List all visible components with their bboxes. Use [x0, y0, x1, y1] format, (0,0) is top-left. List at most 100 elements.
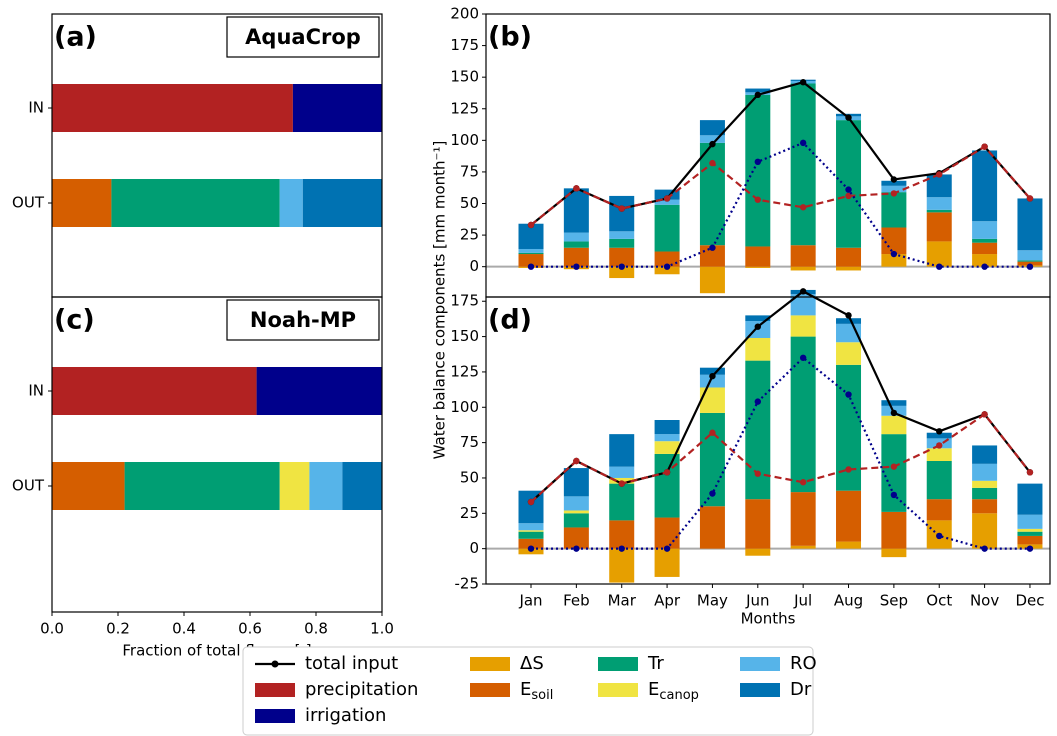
- bar-segment: [518, 530, 544, 532]
- line-marker: [799, 79, 807, 86]
- category-label: OUT: [12, 477, 45, 495]
- bar-segment: [745, 338, 771, 361]
- y-tick-label: 75: [460, 433, 479, 451]
- bar-segment: [926, 241, 952, 267]
- model-name: AquaCrop: [245, 25, 361, 49]
- bar-segment: [745, 88, 771, 93]
- line-marker: [573, 185, 580, 192]
- line-marker: [936, 171, 943, 178]
- line-marker: [1026, 469, 1034, 476]
- bar-segment: [745, 499, 771, 549]
- bar-segment: [972, 150, 998, 222]
- bar-segment: [654, 434, 680, 442]
- line-marker: [663, 469, 671, 476]
- bar-segment: [745, 315, 771, 322]
- bar-segment: [1017, 483, 1043, 515]
- line-marker: [1026, 195, 1034, 202]
- bar-segment: [881, 511, 907, 549]
- line-marker: [981, 263, 988, 270]
- bar-segment: [836, 318, 862, 324]
- x-tick-label: Nov: [970, 592, 999, 610]
- bar-segment: [609, 238, 635, 248]
- line-marker: [981, 545, 988, 552]
- line-marker: [981, 143, 988, 150]
- line-marker: [754, 323, 761, 330]
- bar-segment: [836, 247, 862, 267]
- y-tick-label: 0: [469, 257, 479, 275]
- bar-segment: [1017, 250, 1043, 261]
- bar-segment: [926, 197, 952, 210]
- line-marker: [1026, 545, 1034, 552]
- bar-segment: [881, 415, 907, 435]
- bar-segment: [292, 84, 382, 132]
- bar-segment: [790, 336, 816, 493]
- line-marker: [890, 190, 898, 197]
- bar-segment: [52, 367, 257, 415]
- bar-segment: [881, 254, 907, 267]
- bar-segment: [609, 434, 635, 467]
- bar-segment: [836, 541, 862, 549]
- line-marker: [845, 312, 852, 319]
- bar-segment: [790, 545, 816, 549]
- line: [530, 81, 1031, 226]
- bar-segment: [745, 94, 771, 247]
- bar-segment: [563, 527, 589, 549]
- line-marker: [573, 545, 580, 552]
- bar-segment: [518, 531, 544, 539]
- bar-segment: [699, 367, 725, 375]
- bar-segment: [609, 520, 635, 549]
- legend-label: Ecanop: [648, 679, 699, 703]
- bar-segment: [518, 538, 544, 549]
- x-tick-label: Jul: [793, 592, 812, 610]
- bar-segment: [972, 463, 998, 481]
- legend-swatch: [470, 657, 510, 671]
- bar-segment: [926, 209, 952, 213]
- legend-label: Dr: [790, 679, 812, 700]
- bar-segment: [654, 199, 680, 205]
- bar-segment: [699, 266, 725, 294]
- bar-segment: [563, 232, 589, 242]
- y-tick-label: 25: [460, 504, 479, 522]
- bar-segment: [609, 266, 635, 279]
- line-marker: [527, 221, 535, 229]
- line-marker: [890, 250, 898, 258]
- legend-label: Esoil: [520, 679, 553, 703]
- bar-segment: [52, 179, 112, 227]
- x-tick-label: Apr: [654, 592, 681, 610]
- y-tick-label: 175: [450, 36, 479, 54]
- bar-segment: [790, 245, 816, 267]
- bar-segment: [563, 496, 589, 511]
- bar-segment: [699, 374, 725, 388]
- bar-segment: [518, 248, 544, 253]
- line-marker: [845, 466, 852, 473]
- x-tick-label: 0.2: [106, 620, 130, 638]
- bar-segment: [518, 490, 544, 524]
- y-tick-label: 25: [460, 226, 479, 244]
- x-tick-label: Sep: [880, 592, 908, 610]
- y-tick-label: 100: [450, 398, 479, 416]
- bar-segment: [699, 506, 725, 549]
- line-marker: [527, 263, 535, 270]
- bar-segment: [926, 174, 952, 198]
- category-label: IN: [28, 382, 44, 400]
- line-marker: [799, 139, 807, 147]
- bar-segment: [972, 445, 998, 464]
- bar-segment: [881, 180, 907, 186]
- bar-segment: [972, 242, 998, 255]
- bar-segment: [699, 245, 725, 267]
- line-marker: [936, 263, 943, 270]
- line-marker: [527, 545, 535, 552]
- line-marker: [845, 391, 852, 398]
- bar-segment: [609, 231, 635, 239]
- bar-segment: [609, 466, 635, 478]
- axes-frame: [51, 296, 383, 613]
- bar-segment: [881, 400, 907, 406]
- bar-segment: [745, 548, 771, 556]
- y-tick-label: 150: [450, 327, 479, 345]
- bar-segment: [342, 462, 382, 510]
- line: [530, 412, 1031, 503]
- legend-label: Tr: [647, 653, 664, 674]
- bar-segment: [654, 420, 680, 435]
- model-box: [226, 299, 380, 341]
